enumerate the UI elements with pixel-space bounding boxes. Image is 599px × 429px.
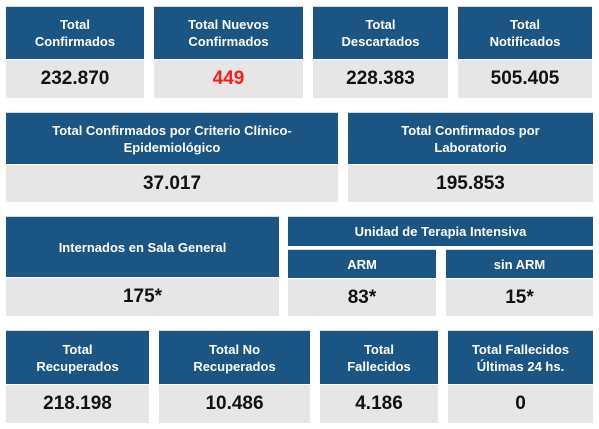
card-total-confirmados: Total Confirmados 232.870 [6, 6, 144, 98]
card-total-notificados: Total Notificados 505.405 [458, 6, 592, 98]
card-total-fallecidos: Total Fallecidos 4.186 [320, 330, 438, 423]
card-label: Total Confirmados [6, 6, 144, 59]
card-label: Total No Recuperados [159, 330, 310, 384]
card-value: 10.486 [159, 385, 310, 423]
card-value: 449 [154, 60, 303, 98]
card-value: 195.853 [348, 165, 593, 202]
card-label: Total Descartados [313, 6, 448, 59]
card-uti-sin-arm: sin ARM 15* [446, 249, 593, 316]
card-label: sin ARM [446, 249, 593, 278]
card-label: Total Notificados [458, 6, 592, 59]
uti-title: Unidad de Terapia Intensiva [288, 216, 593, 246]
card-label: Total Fallecidos [320, 330, 438, 384]
card-label: Total Confirmados por Laboratorio [348, 112, 593, 164]
card-label: Total Nuevos Confirmados [154, 6, 303, 59]
card-fallecidos-ultimas-24hs: Total Fallecidos Últimas 24 hs. 0 [448, 330, 593, 423]
card-label: Total Confirmados por Criterio Clínico- … [6, 112, 338, 164]
card-value: 0 [448, 385, 593, 423]
card-value: 4.186 [320, 385, 438, 423]
card-value: 218.198 [6, 385, 149, 423]
card-label: Total Recuperados [6, 330, 149, 384]
card-internados-sala-general: Internados en Sala General 175* [6, 216, 279, 316]
card-value: 505.405 [458, 60, 592, 98]
uti-title-bar: Unidad de Terapia Intensiva [288, 216, 593, 246]
card-value: 232.870 [6, 60, 144, 98]
card-value: 228.383 [313, 60, 448, 98]
card-value: 37.017 [6, 165, 338, 202]
card-value: 15* [446, 279, 593, 316]
card-value: 83* [288, 279, 436, 316]
card-confirmados-laboratorio: Total Confirmados por Laboratorio 195.85… [348, 112, 593, 202]
card-total-recuperados: Total Recuperados 218.198 [6, 330, 149, 423]
card-value: 175* [6, 278, 279, 316]
card-total-no-recuperados: Total No Recuperados 10.486 [159, 330, 310, 423]
card-label: Total Fallecidos Últimas 24 hs. [448, 330, 593, 384]
card-label: Internados en Sala General [6, 216, 279, 277]
card-label: ARM [288, 249, 436, 278]
card-total-descartados: Total Descartados 228.383 [313, 6, 448, 98]
card-uti-arm: ARM 83* [288, 249, 436, 316]
card-confirmados-clinico-epidemiologico: Total Confirmados por Criterio Clínico- … [6, 112, 338, 202]
card-total-nuevos-confirmados: Total Nuevos Confirmados 449 [154, 6, 303, 98]
